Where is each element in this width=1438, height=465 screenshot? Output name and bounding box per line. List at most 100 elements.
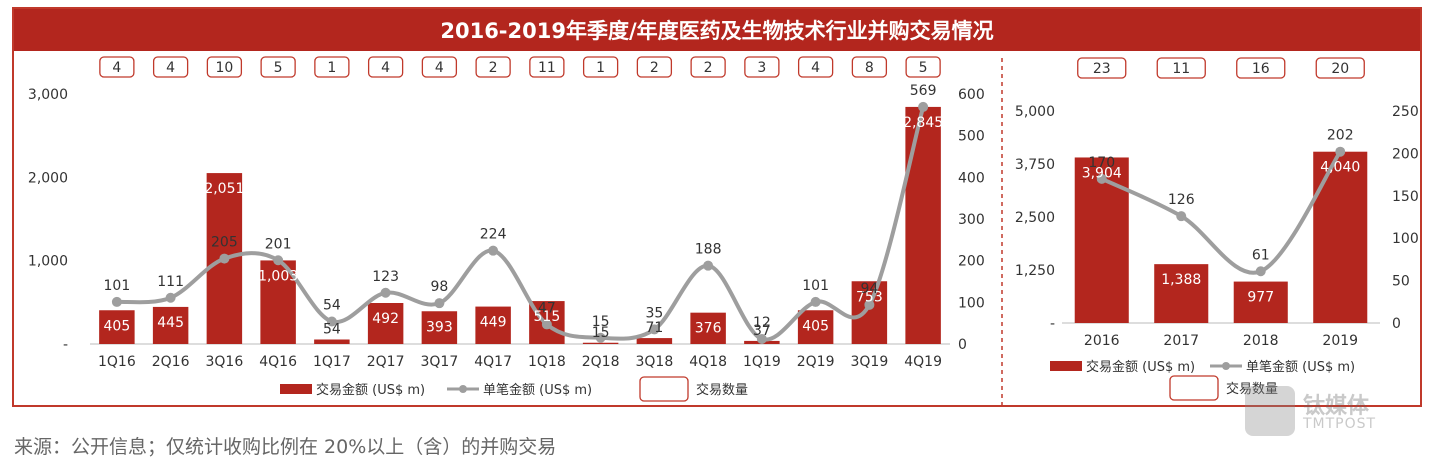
chart1-deal-count-box [475, 56, 511, 78]
chart1-bar-value-label: 2,845 [903, 115, 943, 131]
chart1-deal-count-label: 4 [811, 60, 820, 76]
chart1-line-value-label: 101 [104, 278, 131, 294]
chart1-bar [421, 311, 458, 344]
chart1-bar [797, 310, 834, 344]
chart2-legend-bar-swatch [1050, 361, 1082, 371]
chart1-deal-count-label: 4 [112, 60, 121, 76]
chart1-line-point [111, 296, 122, 307]
chart1-deal-count-label: 1 [327, 60, 336, 76]
chart2-bar-value-label: 977 [1247, 290, 1274, 306]
chart1-line-value-label: 94 [860, 281, 878, 297]
chart1-bar-value-label: 753 [856, 289, 883, 305]
chart2-y-left-tick-label: 1,250 [1015, 263, 1055, 279]
chart1-deal-count-box [260, 56, 296, 78]
chart1-category-label: 2Q19 [797, 354, 835, 370]
chart2-line-point [1335, 146, 1346, 157]
chart1-line-value-label: 201 [265, 236, 292, 252]
chart1-deal-count-box [582, 56, 619, 78]
chart1-category-label: 3Q19 [851, 354, 889, 370]
chart1-line-value-label: 15 [592, 314, 610, 330]
chart1-y-right-tick-label: 200 [958, 254, 985, 270]
chart1-legend-count-label: 交易数量 [696, 382, 748, 398]
watermark-brand: 钛媒体 [1303, 394, 1370, 419]
chart1-bar-value-label: 492 [372, 311, 399, 327]
chart1-line-point [864, 299, 875, 310]
chart2-line-point [1176, 211, 1187, 222]
chart1-bar-value-label: 376 [695, 321, 722, 337]
chart1-deal-count-label: 1 [596, 60, 605, 76]
chart1-bar-value-label: 393 [426, 319, 453, 335]
chart2-line-point [1255, 266, 1266, 277]
chart2-y-right-tick-label: 50 [1392, 274, 1410, 290]
chart1-deal-count-box [421, 56, 458, 78]
chart1-deal-count-label: 5 [919, 60, 928, 76]
chart2-deal-count-box [1315, 57, 1365, 79]
chart1-category-label: 1Q17 [313, 354, 351, 370]
chart1-category-label: 2Q16 [152, 354, 190, 370]
chart1-line-value-label: 35 [645, 305, 663, 321]
chart1-y-right-tick-label: 400 [958, 170, 985, 186]
chart1-bar [851, 281, 888, 344]
chart1-y-left-tick-label: 3,000 [28, 87, 68, 103]
chart1-category-label: 3Q18 [636, 354, 674, 370]
chart2-deal-count-label: 23 [1093, 61, 1111, 77]
chart1-category-label: 1Q18 [528, 354, 566, 370]
chart2-line-point [1096, 173, 1107, 184]
chart1-line-point [756, 334, 767, 344]
chart1-category-label: 4Q16 [259, 354, 297, 370]
chart1-deal-count-label: 3 [757, 60, 766, 76]
chart1-deal-count-label: 2 [704, 60, 713, 76]
chart2-deal-count-box [1156, 57, 1206, 79]
chart1-deal-count-box [636, 56, 673, 78]
chart1-deal-count-label: 2 [489, 60, 498, 76]
chart2-line-value-label: 170 [1088, 155, 1115, 171]
chart2-line-value-label: 126 [1168, 192, 1195, 208]
chart1-bar-value-label: 405 [104, 318, 131, 334]
chart1-bar-value-label: 54 [323, 322, 341, 338]
chart2-legend-count-box [1169, 375, 1219, 401]
chart2-bar [1313, 151, 1368, 323]
chart1-legend-count-box [639, 376, 689, 402]
chart2-bar-value-label: 1,388 [1161, 272, 1201, 288]
chart1-category-label: 1Q19 [743, 354, 781, 370]
chart1-bar-value-label: 449 [480, 315, 507, 331]
chart1-deal-count-box [152, 56, 189, 78]
chart1-deal-count-box [367, 56, 404, 78]
chart-title: 2016-2019年季度/年度医药及生物技术行业并购交易情况 [14, 9, 1420, 51]
chart1-deal-count-label: 2 [650, 60, 659, 76]
chart1-deal-count-box [744, 56, 780, 78]
chart1-line-point [434, 298, 445, 309]
chart1-bar [690, 312, 726, 344]
chart1-line-value-label: 98 [430, 279, 448, 295]
chart1-category-label: 1Q16 [98, 354, 136, 370]
chart1-deal-count-label: 4 [166, 60, 175, 76]
chart1-bar [905, 106, 941, 345]
chart1-category-label: 3Q16 [206, 354, 244, 370]
chart1-bar [99, 310, 135, 344]
watermark: 钛媒体 TMTPOST [1245, 386, 1425, 442]
chart2-y-left-tick-label: 3,750 [1015, 157, 1055, 173]
chart2-y-left-tick-label: - [1050, 316, 1055, 332]
chart1-deal-count-label: 4 [381, 60, 390, 76]
chart1-line-point [918, 101, 929, 112]
chart1-category-label: 4Q18 [689, 354, 727, 370]
chart1-bar-value-label: 2,051 [204, 181, 244, 197]
chart1-legend-line-marker [459, 385, 467, 393]
chart2-bar-value-label: 4,040 [1320, 160, 1360, 176]
chart1-category-label: 3Q17 [421, 354, 459, 370]
chart2-category-label: 2019 [1322, 333, 1358, 349]
chart1-y-right-tick-label: 500 [958, 129, 985, 145]
chart1-deal-count-label: 10 [215, 60, 233, 76]
chart2-line-value-label: 61 [1252, 247, 1270, 263]
chart1-bar [152, 306, 189, 344]
chart1-bar-value-label: 71 [645, 320, 663, 336]
chart1-y-left-tick-label: 2,000 [28, 170, 68, 186]
chart1-bar [636, 338, 673, 344]
chart1-y-right-tick-label: 0 [958, 337, 967, 353]
chart2-y-right-tick-label: 200 [1392, 146, 1419, 162]
chart1-line-value-label: 569 [910, 83, 937, 99]
chart1-line-point [595, 332, 606, 343]
chart1-legend-line-label: 单笔金额 (US$ m) [483, 382, 592, 398]
chart1-legend-bar-swatch [280, 384, 312, 394]
